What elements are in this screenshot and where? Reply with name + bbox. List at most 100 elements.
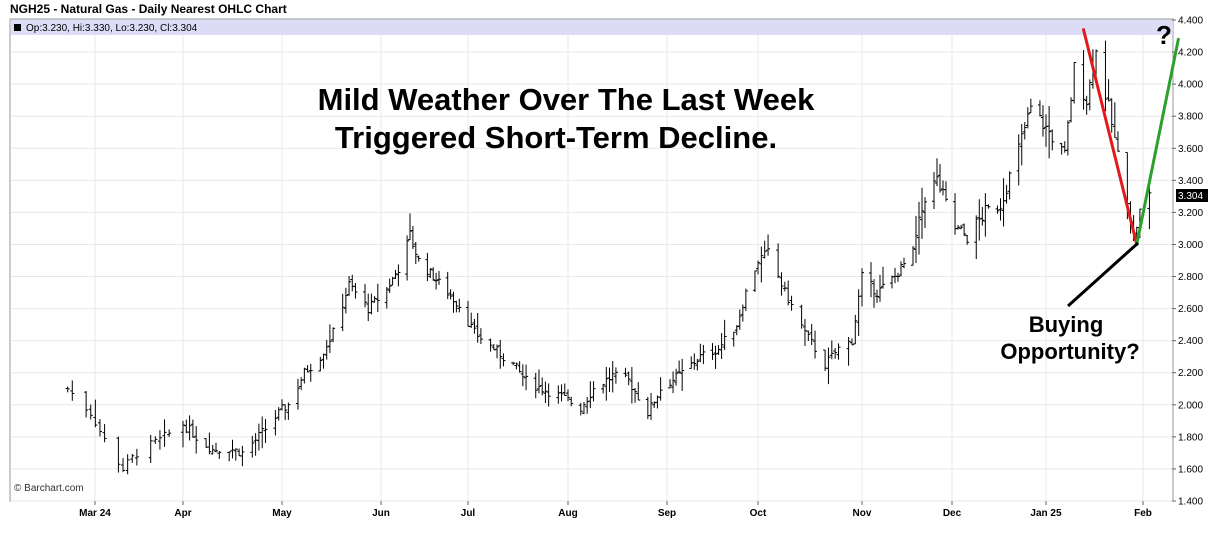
ohlc-bar bbox=[276, 407, 281, 421]
ohlc-bar bbox=[977, 199, 982, 241]
ohlc-bar bbox=[743, 288, 748, 311]
ohlc-bar bbox=[1147, 185, 1152, 230]
ohlc-bar bbox=[207, 432, 212, 455]
ohlc-bar bbox=[305, 365, 310, 373]
ohlc-bar bbox=[240, 445, 245, 467]
ohlc-bar bbox=[633, 388, 638, 403]
ohlc-bar bbox=[995, 205, 1000, 214]
ohlc-bar bbox=[1037, 100, 1042, 117]
ohlc-bar bbox=[121, 458, 126, 473]
ohlc-bar bbox=[719, 333, 724, 359]
ohlc-bar bbox=[899, 261, 903, 277]
ohlc-bar bbox=[826, 347, 831, 385]
ohlc-bar bbox=[1004, 184, 1009, 204]
ohlc-bar bbox=[324, 339, 329, 360]
ohlc-bar bbox=[914, 215, 918, 264]
ohlc-readout-bar bbox=[11, 20, 1173, 35]
ohlc-bar bbox=[546, 383, 551, 407]
ohlc-bar bbox=[125, 454, 130, 475]
ohlc-bar bbox=[836, 343, 841, 360]
chart-title: NGH25 - Natural Gas - Daily Nearest OHLC… bbox=[10, 2, 287, 16]
x-tick-label: Jun bbox=[372, 508, 390, 519]
ohlc-bar bbox=[965, 234, 970, 245]
ohlc-bar bbox=[559, 384, 564, 402]
ohlc-bar bbox=[233, 448, 238, 461]
ohlc-bar bbox=[722, 319, 727, 351]
y-tick-label: 1.600 bbox=[1178, 464, 1203, 475]
question-mark: ? bbox=[1156, 20, 1172, 50]
headline-line-1: Mild Weather Over The Last Week bbox=[318, 82, 815, 117]
ohlc-bar bbox=[998, 198, 1003, 221]
ohlc-bar bbox=[431, 267, 436, 281]
trend-line-decline bbox=[1082, 28, 1139, 246]
ohlc-bar bbox=[636, 382, 641, 401]
ohlc-bar bbox=[623, 367, 628, 378]
ohlc-bar bbox=[680, 358, 685, 391]
ohlc-bar bbox=[806, 330, 811, 342]
ohlc-bar bbox=[413, 242, 418, 264]
ohlc-bar bbox=[157, 430, 162, 450]
ohlc-bar bbox=[536, 369, 541, 394]
x-axis: Mar 24 Apr May Jun Jul Aug Sep Oct Nov Dec Jan 25 F… bbox=[79, 501, 1152, 519]
ohlc-bar bbox=[70, 380, 75, 401]
ohlc-bar bbox=[935, 158, 939, 187]
ohlc-bar bbox=[762, 240, 767, 259]
x-tick-label: Apr bbox=[174, 508, 191, 519]
y-tick-label: 2.600 bbox=[1178, 304, 1203, 315]
ohlc-bar bbox=[428, 268, 433, 278]
ohlc-bar bbox=[475, 312, 480, 343]
ohlc-bar bbox=[786, 280, 791, 306]
x-tick-label: Feb bbox=[1134, 508, 1152, 519]
ohlc-bar bbox=[434, 272, 439, 290]
ohlc-bar bbox=[425, 252, 430, 282]
y-tick-label: 3.600 bbox=[1178, 144, 1203, 155]
ohlc-bars bbox=[65, 40, 1152, 475]
ohlc-bar bbox=[167, 429, 172, 437]
ohlc-bar bbox=[974, 215, 979, 260]
x-tick-label: Mar 24 bbox=[79, 508, 111, 519]
ohlc-bar bbox=[881, 266, 885, 289]
ohlc-bar bbox=[327, 324, 332, 353]
ohlc-bar bbox=[710, 343, 715, 360]
ohlc-bar bbox=[396, 264, 401, 287]
ohlc-bar bbox=[923, 197, 927, 228]
ohlc-bar bbox=[809, 323, 814, 345]
ohlc-bar bbox=[387, 278, 392, 294]
ohlc-bar bbox=[520, 364, 525, 387]
x-tick-label: May bbox=[272, 508, 292, 519]
ohlc-bar bbox=[260, 416, 265, 449]
ohlc-bar bbox=[347, 275, 352, 296]
ohlc-bar bbox=[488, 338, 493, 352]
last-value-tag: 3.304 bbox=[1176, 189, 1208, 202]
x-tick-label: Aug bbox=[558, 508, 577, 519]
ohlc-bar bbox=[932, 171, 936, 209]
ohlc-bar bbox=[902, 257, 906, 269]
buying-pointer bbox=[1066, 241, 1140, 308]
ohlc-bar bbox=[766, 234, 771, 256]
ohlc-bar bbox=[1106, 79, 1111, 102]
ohlc-bar bbox=[1065, 120, 1070, 156]
ohlc-bar bbox=[649, 392, 654, 420]
ohlc-bar bbox=[511, 361, 516, 366]
ohlc-bar bbox=[938, 164, 942, 193]
ohlc-bar bbox=[321, 353, 326, 369]
x-tick-label: Dec bbox=[943, 508, 962, 519]
ohlc-bar bbox=[153, 436, 158, 444]
ohlc-bar bbox=[116, 436, 121, 473]
ohlc-bar bbox=[713, 345, 718, 369]
ohlc-bar bbox=[416, 255, 421, 262]
ohlc-bar bbox=[478, 328, 483, 345]
ohlc-bar bbox=[454, 300, 459, 313]
ohlc-bar bbox=[84, 391, 89, 418]
ohlc-bar bbox=[578, 402, 583, 416]
ohlc-bar bbox=[283, 404, 288, 421]
ohlc-bar bbox=[674, 368, 679, 386]
ohlc-bar bbox=[1081, 49, 1086, 110]
ohlc-bar bbox=[217, 451, 222, 459]
plot-frame bbox=[9, 18, 1174, 502]
ohlc-readout: Op:3.230, Hi:3.330, Lo:3.230, Cl:3.304 bbox=[26, 23, 198, 34]
ohlc-bar bbox=[1072, 61, 1077, 104]
y-tick-label: 3.000 bbox=[1178, 240, 1203, 251]
ohlc-bar bbox=[875, 289, 879, 303]
